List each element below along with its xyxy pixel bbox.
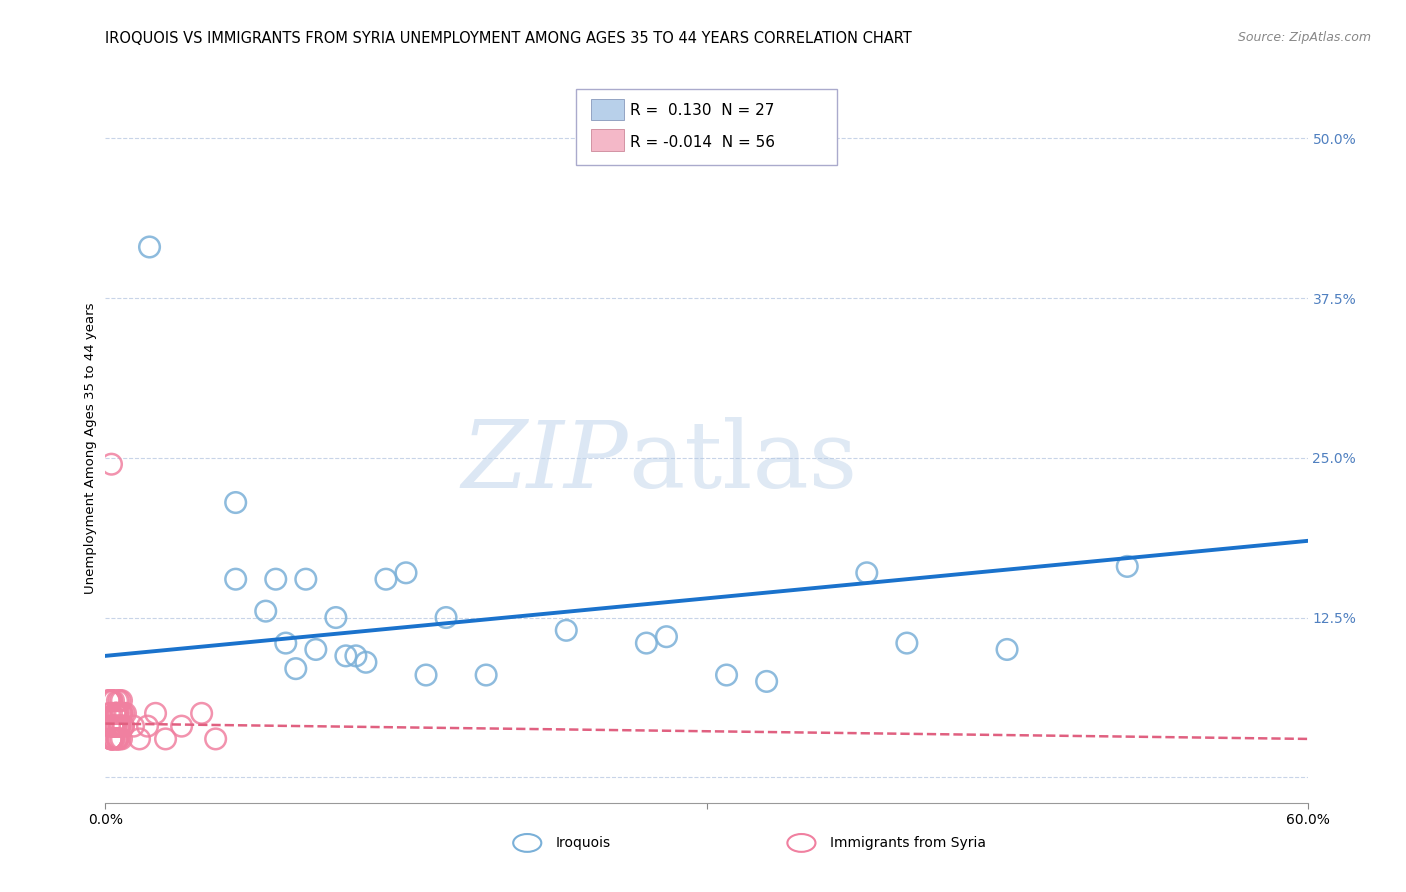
Point [107,693,129,707]
Point [98,693,121,707]
Point [114,706,136,721]
Point [103,731,125,746]
Point [112,719,135,733]
Point [855,566,877,580]
Point [344,648,367,663]
Point [145,706,167,721]
Text: Source: ZipAtlas.com: Source: ZipAtlas.com [1237,31,1371,45]
Point [155,731,177,746]
Text: Immigrants from Syria: Immigrants from Syria [830,836,986,850]
Point [103,719,125,733]
Point [112,719,135,733]
Point [100,731,122,746]
Point [170,719,193,733]
Point [100,693,122,707]
Point [108,731,131,746]
Text: atlas: atlas [628,417,858,508]
Point [354,655,377,669]
Point [108,706,131,721]
Point [107,706,129,721]
Text: IROQUOIS VS IMMIGRANTS FROM SYRIA UNEMPLOYMENT AMONG AGES 35 TO 44 YEARS CORRELA: IROQUOIS VS IMMIGRANTS FROM SYRIA UNEMPL… [105,31,912,46]
Point [107,706,129,721]
Point [264,572,287,586]
Point [755,674,778,689]
Point [104,706,127,721]
Text: R =  0.130  N = 27: R = 0.130 N = 27 [630,103,775,118]
Point [103,693,125,707]
Text: R = -0.014  N = 56: R = -0.014 N = 56 [630,135,775,150]
Point [104,706,127,721]
Point [204,731,226,746]
Text: ZIP: ZIP [461,417,628,508]
Text: Iroquois: Iroquois [555,836,610,850]
Point [100,457,122,471]
Point [108,719,131,733]
Point [108,693,131,707]
Point [98,719,121,733]
Point [98,693,121,707]
Point [107,731,129,746]
Point [655,630,678,644]
Point [104,719,127,733]
Point [395,566,418,580]
Point [110,706,132,721]
Point [110,706,132,721]
Point [295,572,318,586]
Point [110,719,132,733]
Point [108,719,131,733]
Point [305,642,328,657]
Point [98,693,121,707]
Point [108,719,131,733]
Point [896,636,918,650]
Point [995,642,1018,657]
Point [415,668,437,682]
Point [434,610,457,624]
Point [107,731,129,746]
Point [103,719,125,733]
Point [107,731,129,746]
Point [225,495,247,509]
Point [225,572,247,586]
Point [107,719,129,733]
Point [104,731,127,746]
Point [98,706,121,721]
Point [110,731,132,746]
Point [325,610,347,624]
Point [122,719,145,733]
Point [112,706,135,721]
Point [254,604,277,618]
Point [1116,559,1139,574]
Point [274,636,297,650]
Point [100,731,122,746]
Point [190,706,212,721]
Point [100,706,122,721]
Point [716,668,738,682]
Point [128,731,150,746]
Y-axis label: Unemployment Among Ages 35 to 44 years: Unemployment Among Ages 35 to 44 years [84,302,97,594]
Point [103,731,125,746]
Point [100,731,122,746]
Point [100,693,122,707]
Point [475,668,498,682]
Point [104,706,127,721]
Point [103,719,125,733]
Point [636,636,658,650]
Point [136,719,159,733]
Point [374,572,398,586]
Point [100,731,122,746]
Point [138,240,160,254]
Point [110,693,132,707]
Point [104,706,127,721]
Point [284,662,307,676]
Point [104,719,127,733]
Point [103,719,125,733]
Point [555,624,578,638]
Point [335,648,357,663]
